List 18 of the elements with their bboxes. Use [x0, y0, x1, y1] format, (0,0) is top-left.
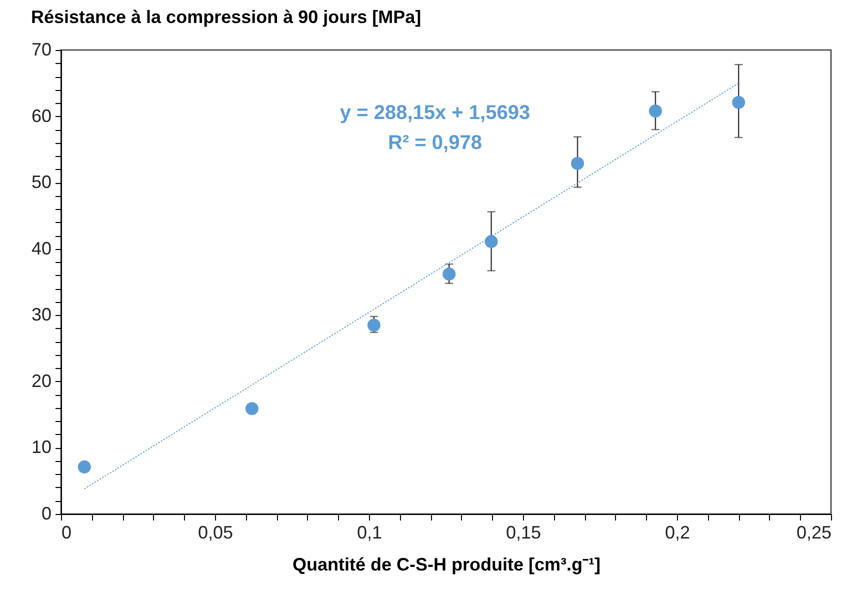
y-tick-label: 30 [31, 304, 52, 325]
y-tick-label: 10 [31, 437, 52, 458]
x-tick-label: 0,1 [356, 522, 382, 542]
y-tick-label: 60 [31, 106, 52, 126]
x-tick-label: 0,25 [796, 522, 832, 542]
y-tick-label: 0 [41, 504, 52, 524]
y-tick-label: 20 [31, 370, 52, 391]
x-tick-label: 0,15 [506, 522, 542, 542]
y-tick-label: 40 [31, 238, 52, 258]
annotation: y = 288,15x + 1,5693 [340, 102, 530, 124]
annotation: R² = 0,978 [388, 132, 482, 154]
x-tick-label: 0,2 [664, 522, 690, 542]
x-axis-title: Quantité de C-S-H produite [cm³.g⁻¹] [292, 554, 600, 574]
chart-title: Résistance à la compression à 90 jours [MPa] [30, 7, 422, 27]
y-tick-label: 50 [31, 172, 52, 192]
x-tick-label: 0,05 [198, 522, 234, 542]
y-tick-label: 70 [31, 40, 52, 60]
x-tick-label: 0 [62, 522, 72, 542]
